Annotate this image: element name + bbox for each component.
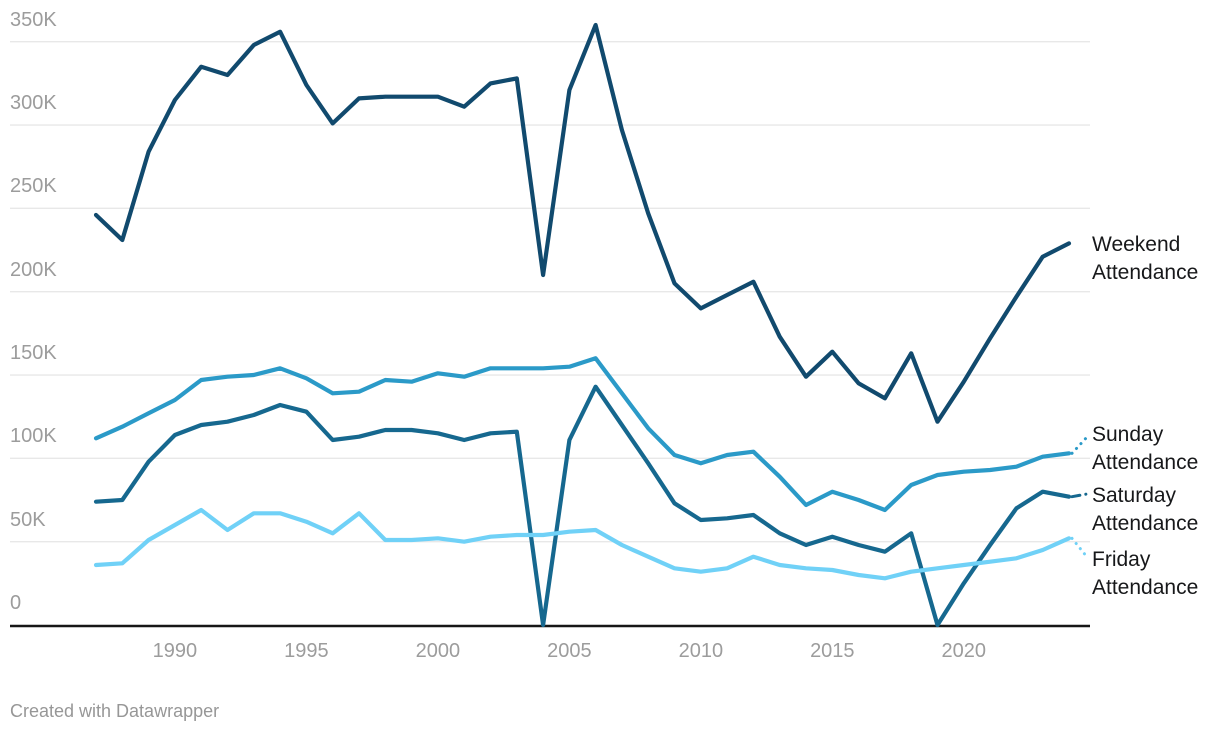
x-tick-1995: 1995	[284, 640, 329, 662]
x-tick-2005: 2005	[547, 640, 592, 662]
datawrapper-credit-link[interactable]: Created with Datawrapper	[10, 701, 220, 721]
y-tick-50K: 50K	[10, 508, 46, 531]
series-label-weekend-line1: Weekend	[1092, 233, 1181, 256]
y-tick-0: 0	[10, 592, 22, 614]
x-tick-2020: 2020	[941, 640, 987, 662]
x-tick-1990: 1990	[152, 640, 198, 662]
y-tick-250K: 250K	[10, 175, 57, 198]
y-tick-350K: 350K	[10, 8, 57, 31]
series-label-sunday: Sunday Attendance	[1092, 421, 1198, 477]
series-label-friday-line2: Attendance	[1092, 576, 1199, 599]
friday-line	[93, 507, 1072, 581]
x-tick-2015: 2015	[810, 640, 855, 662]
y-tick-100K: 100K	[10, 425, 57, 448]
x-tick-2010: 2010	[678, 640, 724, 662]
y-tick-300K: 300K	[10, 92, 57, 115]
sunday-line	[93, 356, 1072, 513]
series-label-saturday-line1: Saturday	[1092, 484, 1177, 507]
series-label-weekend-line2: Attendance	[1092, 261, 1199, 284]
y-tick-150K: 150K	[10, 342, 57, 364]
series-label-friday-line1: Friday	[1092, 548, 1151, 571]
friday-label-connector	[1070, 536, 1089, 559]
saturday-line	[93, 384, 1072, 628]
weekend-line	[93, 22, 1072, 424]
series-label-sunday-line1: Sunday	[1092, 423, 1164, 446]
y-tick-200K: 200K	[10, 258, 57, 281]
series-label-friday: Friday Attendance	[1092, 546, 1198, 602]
series-label-sunday-line2: Attendance	[1092, 451, 1199, 474]
series-label-saturday: Saturday Attendance	[1092, 482, 1198, 538]
series-label-weekend: Weekend Attendance	[1092, 231, 1198, 287]
sunday-label-connector	[1070, 435, 1089, 455]
series-label-saturday-line2: Attendance	[1092, 512, 1199, 535]
saturday-label-connector	[1070, 492, 1089, 499]
x-tick-2000: 2000	[415, 640, 461, 662]
